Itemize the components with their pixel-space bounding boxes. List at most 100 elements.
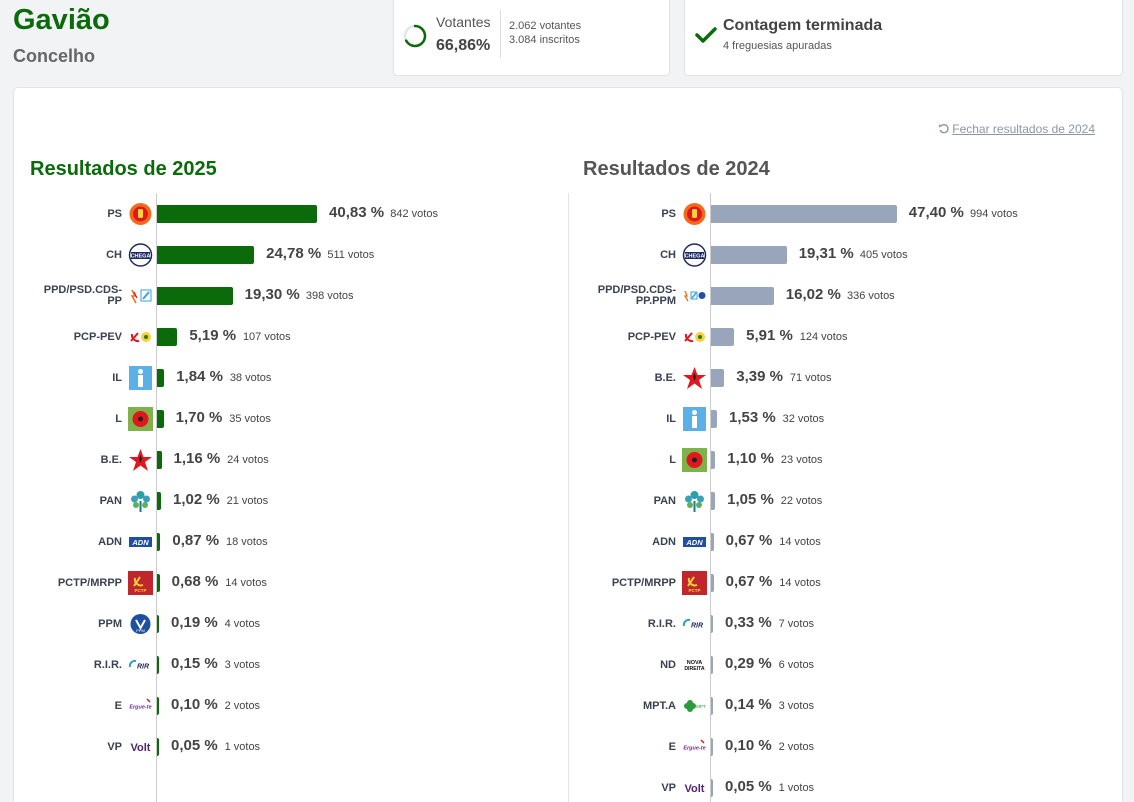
percent-label: 0,05 % <box>171 737 218 754</box>
party-row: E Ergue-te 0,10 % 2 votos <box>14 734 1122 760</box>
votes-label: 14 votos <box>779 577 821 589</box>
party-name: PAN <box>653 494 676 507</box>
svg-text:NOVA: NOVA <box>687 660 703 666</box>
chega-icon: CHEGA <box>128 243 153 267</box>
percent-label: 0,05 % <box>725 778 772 795</box>
party-name: VP <box>107 740 122 753</box>
count-status-subtitle: 4 freguesias apuradas <box>723 40 832 52</box>
votes-label: 21 votos <box>226 495 269 507</box>
votes-label: 107 votos <box>242 331 291 343</box>
party-row: IL 1,53 % 32 votos <box>14 406 1122 432</box>
adn-icon: ADN <box>682 530 707 554</box>
party-row: PCP-PEV 5,91 % 124 votos <box>14 324 1122 350</box>
result-bar <box>157 246 255 264</box>
party-name: IL <box>666 412 676 425</box>
votes-label: 994 votos <box>970 208 1018 220</box>
result-bar <box>711 287 774 305</box>
party-name: B.E. <box>100 453 122 466</box>
result-bar <box>711 738 713 756</box>
be-star-icon <box>682 366 707 390</box>
results-panel: Fechar resultados de 2024 Resultados de … <box>13 87 1123 802</box>
party-name: L <box>669 453 676 466</box>
votes-label: 38 votos <box>229 372 272 384</box>
result-bar <box>157 369 165 387</box>
votes-label: 405 votos <box>859 249 908 261</box>
pctp-icon: PCTP <box>128 571 153 595</box>
svg-text:MPT: MPT <box>696 704 706 709</box>
result-bar <box>157 697 159 715</box>
svg-text:PCTP: PCTP <box>688 588 700 593</box>
result-bar <box>711 451 716 469</box>
party-name: PCP-PEV <box>627 330 676 343</box>
party-name: E <box>114 699 122 712</box>
votes-label: 14 votos <box>225 577 267 589</box>
party-name: PCTP/MRPP <box>57 576 122 589</box>
il-icon <box>682 407 707 431</box>
party-name: L <box>115 412 122 425</box>
svg-text:PCTP: PCTP <box>134 588 146 593</box>
result-bar <box>157 533 161 551</box>
close-2024-results-link[interactable]: Fechar resultados de 2024 <box>938 122 1095 136</box>
votes-label: 1 votos <box>224 741 261 753</box>
votes-label: 32 votos <box>782 413 825 425</box>
percent-label: 5,91 % <box>746 327 793 344</box>
party-row: CH CHEGA 24,78 % 511 votos <box>14 242 1122 268</box>
svg-text:DIREITA: DIREITA <box>684 666 705 672</box>
percent-label: 0,33 % <box>725 614 772 631</box>
party-row: PCTP/MRPP PCTP 0,67 % 14 votos <box>14 570 1122 596</box>
divider <box>500 10 501 58</box>
pan-tree-icon <box>682 489 707 513</box>
livre-poppy-icon <box>128 407 153 431</box>
percent-label: 47,40 % <box>908 204 964 221</box>
votes-label: 2 votos <box>224 700 261 712</box>
pan-tree-icon <box>128 489 153 513</box>
party-row: ADN ADN 0,67 % 14 votos <box>14 529 1122 555</box>
percent-label: 1,70 % <box>175 409 223 426</box>
votes-label: 336 votos <box>846 290 895 302</box>
result-bar <box>157 615 159 633</box>
party-name: PS <box>107 207 122 220</box>
party-row: L 1,10 % 23 votos <box>14 447 1122 473</box>
party-name: ND <box>660 658 676 671</box>
svg-text:ADN: ADN <box>131 538 149 547</box>
percent-label: 24,78 % <box>266 245 322 262</box>
votes-label: 35 votos <box>229 413 271 425</box>
votes-label: 3 votos <box>778 700 815 712</box>
votes-label: 7 votos <box>778 618 815 630</box>
results-2024-title: Resultados de 2024 <box>583 158 770 180</box>
votes-label: 2 votos <box>778 741 815 753</box>
party-row: PAN 1,05 % 22 votos <box>14 488 1122 514</box>
percent-label: 3,39 % <box>736 368 783 385</box>
votes-label: 22 votos <box>780 495 823 507</box>
registered-count: 3.084 inscritos <box>509 34 580 46</box>
party-name: PPM <box>98 617 122 630</box>
result-bar <box>711 369 725 387</box>
votes-label: 842 votos <box>390 208 438 220</box>
result-bar <box>157 287 233 305</box>
votes-label: 511 votos <box>327 249 375 261</box>
party-name: PCTP/MRPP <box>611 576 676 589</box>
result-bar <box>157 205 318 223</box>
party-name: PCP-PEV <box>73 330 122 343</box>
percent-label: 1,05 % <box>727 491 774 508</box>
pctp-icon: PCTP <box>682 571 707 595</box>
percent-label: 1,02 % <box>172 491 220 508</box>
ppm-icon: PPM <box>128 612 153 636</box>
party-name: ADN <box>98 535 122 548</box>
percent-label: 0,68 % <box>171 573 219 590</box>
party-row: E Ergue-te 0,10 % 2 votos <box>14 693 1122 719</box>
votes-label: 3 votos <box>224 659 261 671</box>
svg-text:Volt: Volt <box>131 742 151 754</box>
party-row: PCP-PEV 5,19 % 107 votos <box>14 324 1122 350</box>
turnout-percent: 66,86% <box>436 37 491 54</box>
percent-label: 40,83 % <box>329 204 385 221</box>
party-name: PPD/PSD.CDS-PP.PPM <box>597 284 676 307</box>
rir-icon: RIR <box>682 612 707 636</box>
party-row: IL 1,84 % 38 votos <box>14 365 1122 391</box>
votes-label: 398 votos <box>305 290 354 302</box>
location-title: Gavião <box>13 4 110 36</box>
party-row: PPM PPM 0,19 % 4 votos <box>14 611 1122 637</box>
result-bar <box>711 533 714 551</box>
party-name: MPT.A <box>643 699 676 712</box>
check-icon <box>695 27 717 43</box>
